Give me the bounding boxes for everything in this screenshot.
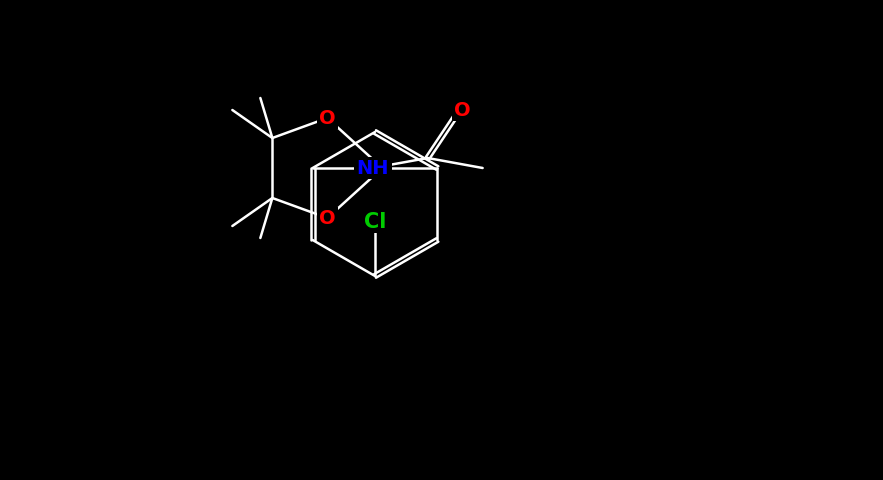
Text: B: B <box>375 159 389 178</box>
Text: Cl: Cl <box>364 212 386 231</box>
Text: O: O <box>319 209 336 228</box>
Text: O: O <box>455 101 471 120</box>
Text: NH: NH <box>357 159 389 178</box>
Text: O: O <box>319 109 336 128</box>
